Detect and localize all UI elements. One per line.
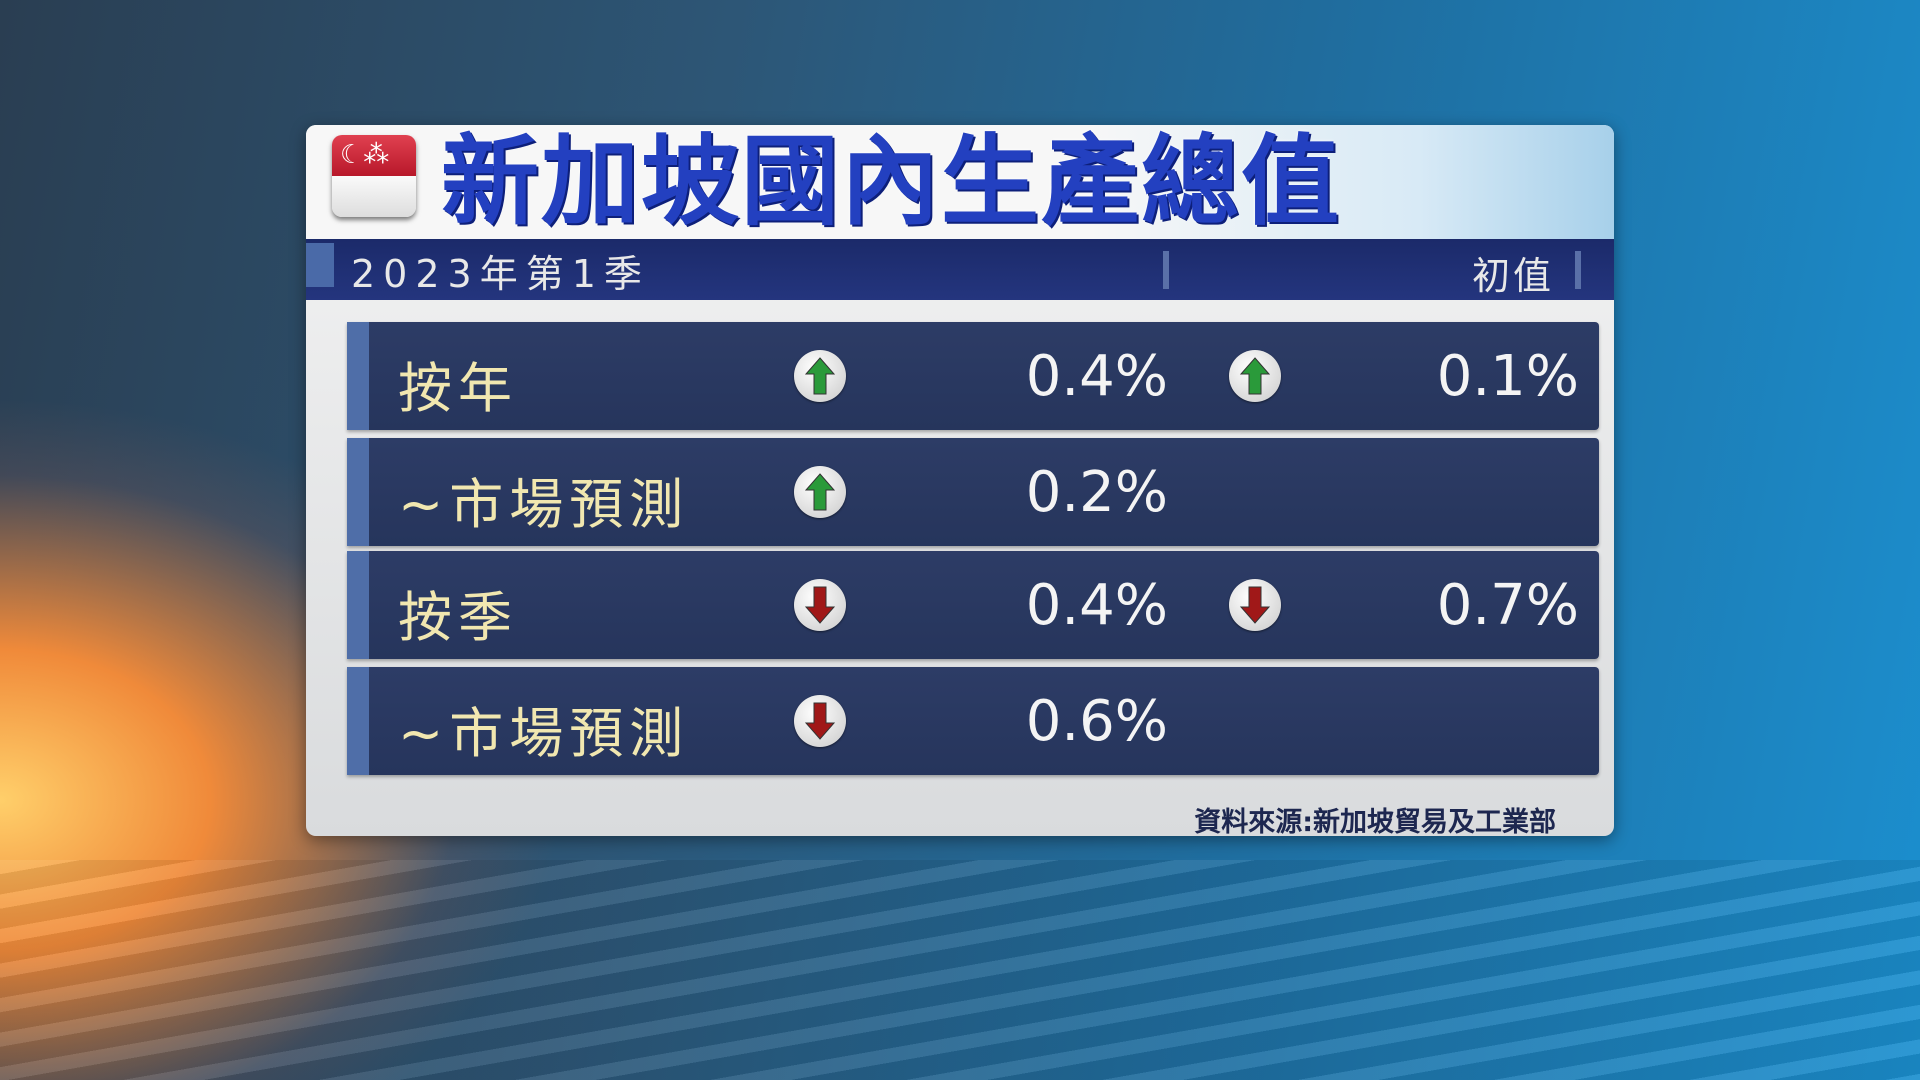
row-label: ~市場預測	[398, 473, 690, 536]
source-note: 資料來源:新加坡貿易及工業部	[1194, 807, 1556, 836]
table-row: ~市場預測 0.2%	[347, 438, 1599, 546]
value-current: 0.6%	[1025, 689, 1168, 754]
arrow-down-icon	[794, 579, 846, 631]
row-accent	[347, 551, 369, 659]
value-current: 0.4%	[1025, 344, 1168, 409]
arrow-up-icon	[794, 466, 846, 518]
arrow-down-icon	[794, 695, 846, 747]
panel-header: ☾⁂ 新加坡國內生產總值	[306, 125, 1614, 239]
value-current: 0.4%	[1025, 573, 1168, 638]
row-label: 按年	[398, 357, 518, 420]
value-current: 0.2%	[1025, 460, 1168, 525]
period-label: 2023年第1季	[351, 252, 650, 296]
row-accent	[347, 322, 369, 430]
page-title: 新加坡國內生產總值	[441, 125, 1342, 239]
gdp-panel: ☾⁂ 新加坡國內生產總值 2023年第1季 初值 按年 0.4% 0.1% ~市場預…	[306, 125, 1614, 836]
subheader-bar: 2023年第1季 初值	[306, 239, 1614, 300]
row-accent	[347, 438, 369, 546]
background-floor	[0, 860, 1920, 1080]
value-initial: 0.7%	[1436, 573, 1579, 638]
singapore-flag-icon: ☾⁂	[332, 135, 416, 217]
table-row: 按季 0.4% 0.7%	[347, 551, 1599, 659]
column-header-initial: 初值	[1471, 254, 1554, 298]
row-accent	[347, 667, 369, 775]
value-initial: 0.1%	[1436, 344, 1579, 409]
arrow-up-icon	[1229, 350, 1281, 402]
table-row: ~市場預測 0.6%	[347, 667, 1599, 775]
divider	[1163, 251, 1169, 289]
row-label: 按季	[398, 586, 518, 649]
arrow-down-icon	[1229, 579, 1281, 631]
row-label: ~市場預測	[398, 702, 690, 765]
accent-bar	[306, 243, 334, 287]
table-row: 按年 0.4% 0.1%	[347, 322, 1599, 430]
divider	[1575, 251, 1581, 289]
arrow-up-icon	[794, 350, 846, 402]
